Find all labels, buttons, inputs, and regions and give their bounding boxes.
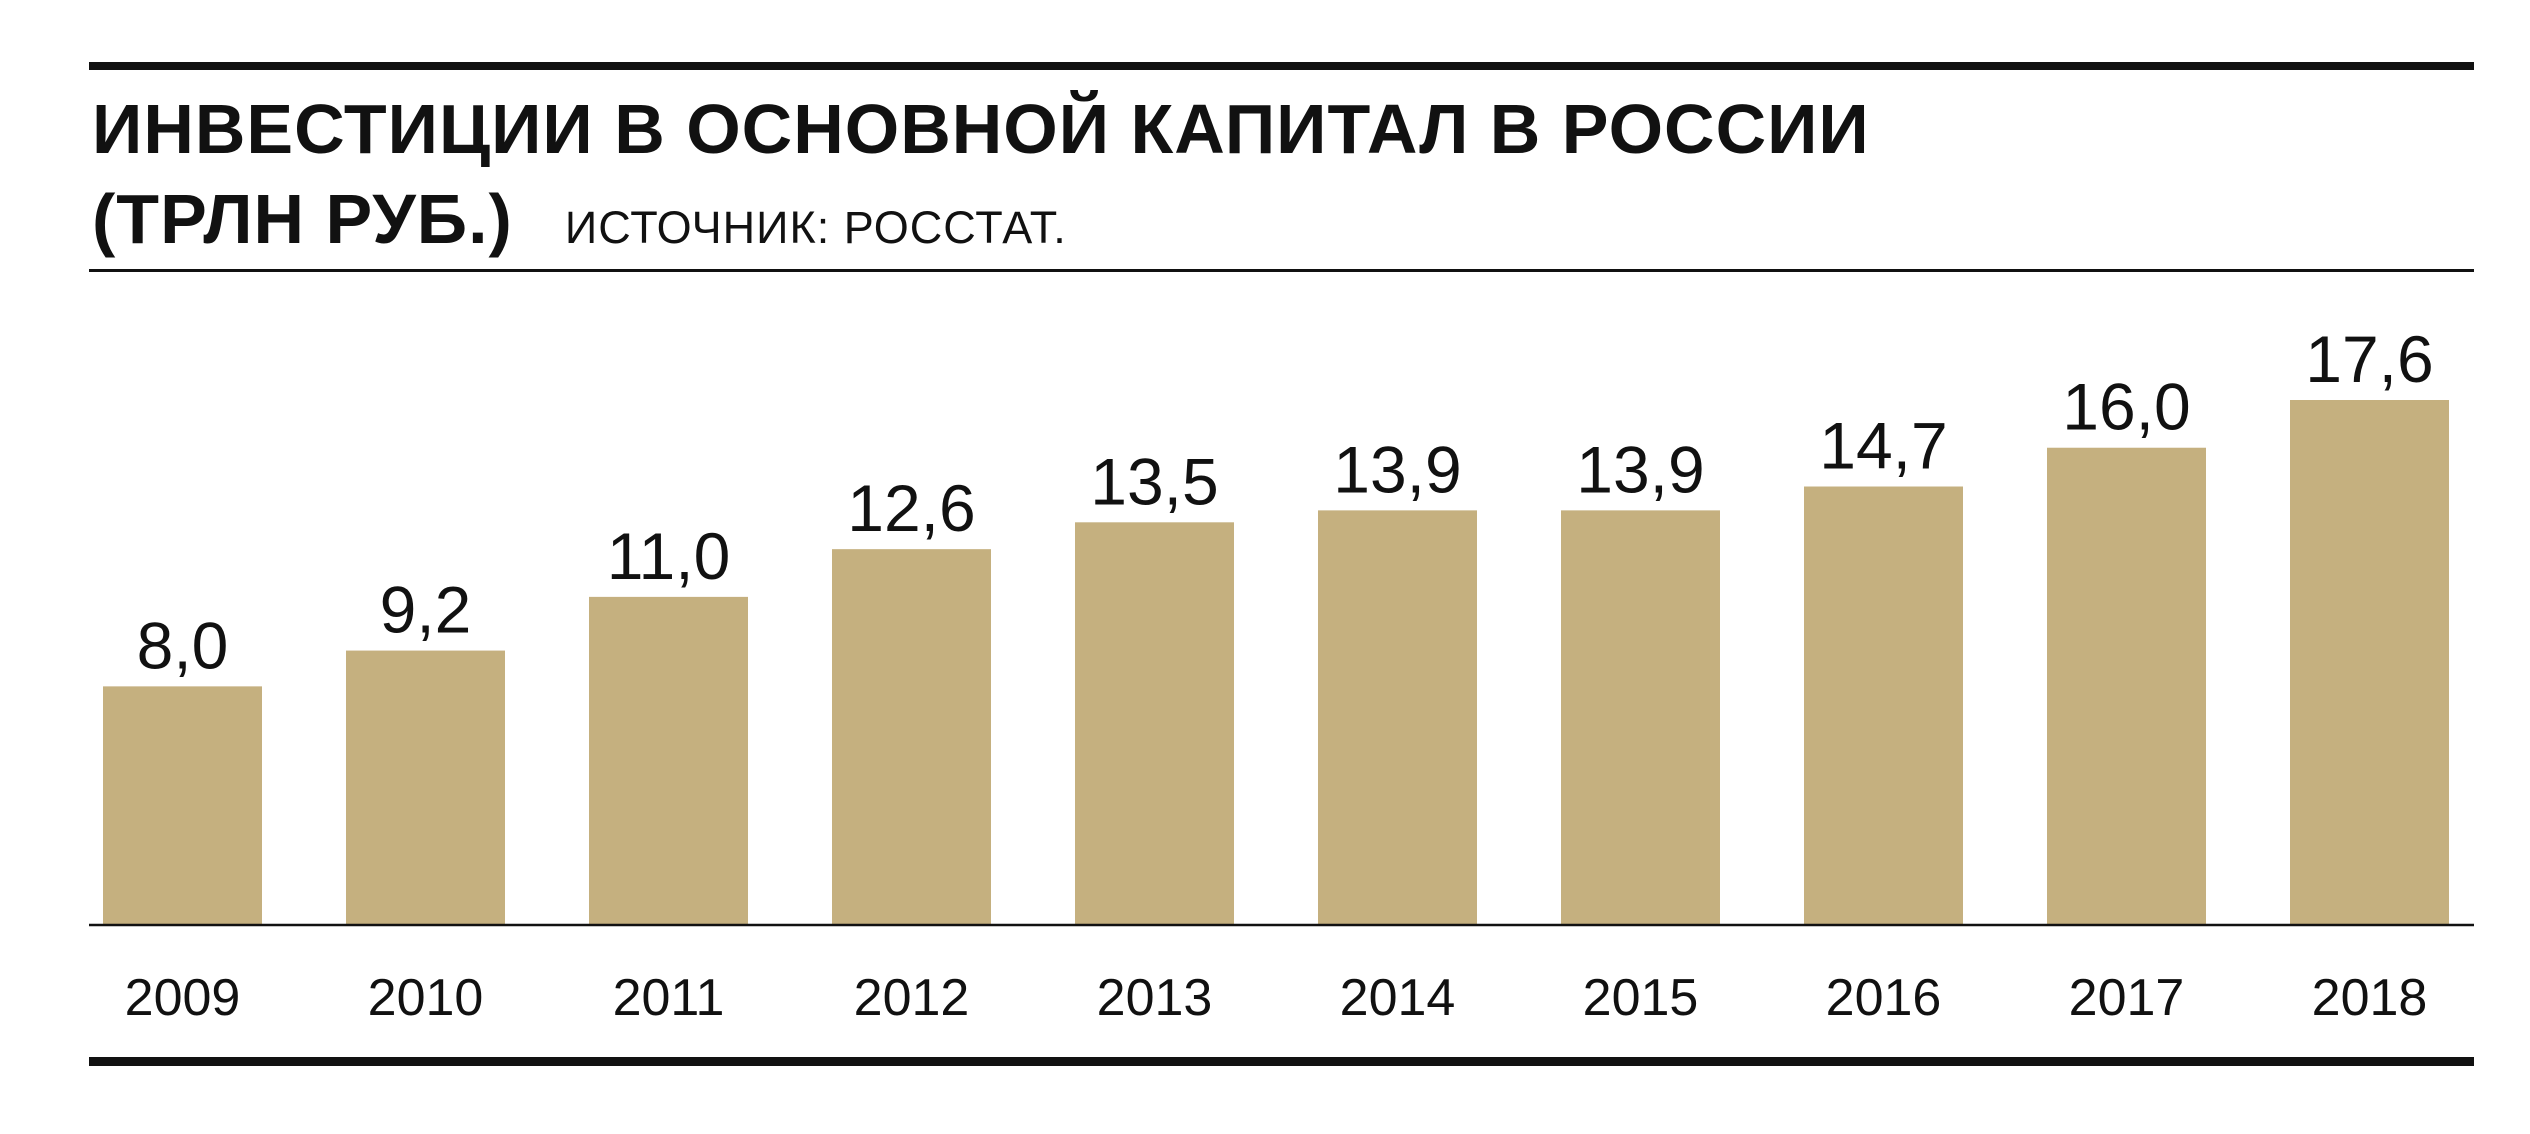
x-tick-label-2015: 2015 <box>1583 969 1699 1027</box>
value-label-2016: 14,7 <box>1819 409 1947 483</box>
bar-2013 <box>1075 522 1234 925</box>
x-tick-label-2013: 2013 <box>1097 969 1213 1027</box>
value-label-2017: 16,0 <box>2062 370 2190 444</box>
x-tick-label-2016: 2016 <box>1826 969 1942 1027</box>
value-label-2018: 17,6 <box>2305 322 2433 396</box>
x-tick-labels-group: 2009 2010 2011 2012 2013 2014 2015 2016 2017 2018 <box>125 969 2428 1027</box>
bars-group <box>103 400 2449 925</box>
chart-source: ИСТОЧНИК: РОССТАТ. <box>564 202 1067 253</box>
value-label-2011: 11,0 <box>607 519 731 593</box>
x-tick-label-2014: 2014 <box>1340 969 1456 1027</box>
bottom-rule <box>89 1057 2474 1066</box>
bar-2017 <box>2047 447 2206 925</box>
bar-2010 <box>346 650 505 925</box>
bar-2009 <box>103 686 262 925</box>
value-label-2010: 9,2 <box>380 573 472 647</box>
value-label-2012: 12,6 <box>847 471 975 545</box>
x-tick-label-2009: 2009 <box>125 969 241 1027</box>
bar-2012 <box>832 549 991 925</box>
chart-subtitle-line: (ТРЛН РУБ.) ИСТОЧНИК: РОССТАТ. <box>92 178 1067 280</box>
value-labels-group: 8,0 9,2 11,0 12,6 13,5 13,9 13,9 14,7 16,0 17,6 <box>137 322 2434 682</box>
x-tick-label-2018: 2018 <box>2312 969 2428 1027</box>
x-tick-label-2012: 2012 <box>854 969 970 1027</box>
value-label-2014: 13,9 <box>1333 432 1461 506</box>
x-tick-label-2010: 2010 <box>368 969 484 1027</box>
bar-2018 <box>2290 400 2449 925</box>
x-tick-label-2017: 2017 <box>2069 969 2185 1027</box>
bar-2011 <box>589 596 748 925</box>
value-label-2013: 13,5 <box>1090 444 1218 518</box>
header-divider <box>89 269 2474 272</box>
x-tick-label-2011: 2011 <box>613 969 725 1027</box>
bar-2014 <box>1318 510 1477 925</box>
chart-title: ИНВЕСТИЦИИ В ОСНОВНОЙ КАПИТАЛ В РОССИИ <box>92 90 1870 168</box>
value-label-2015: 13,9 <box>1576 432 1704 506</box>
bar-2016 <box>1804 486 1963 925</box>
value-label-2009: 8,0 <box>137 608 229 682</box>
top-rule <box>89 62 2474 70</box>
chart-unit: (ТРЛН РУБ.) <box>92 180 513 258</box>
bar-2015 <box>1561 510 1720 925</box>
